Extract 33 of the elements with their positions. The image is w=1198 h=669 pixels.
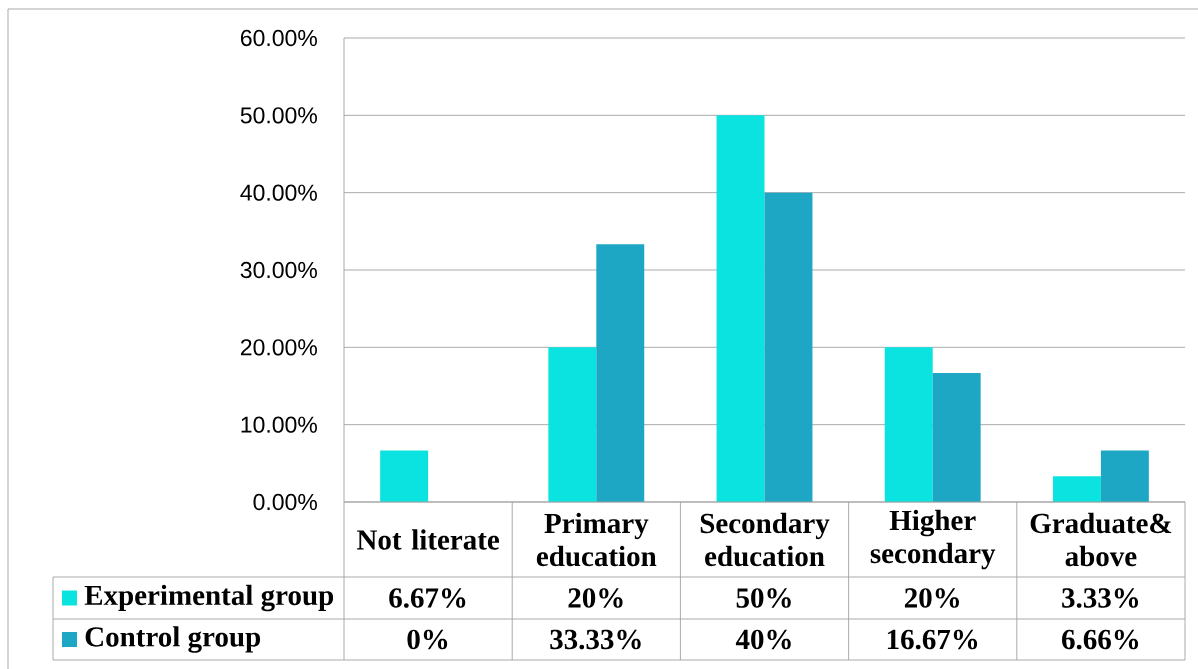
data-label: 6.67% <box>389 588 466 608</box>
x-tick-label: Primary education <box>536 512 657 567</box>
bar <box>884 347 933 502</box>
x-tick-label: Graduate& above <box>1030 512 1172 567</box>
data-label: 0% <box>407 629 448 650</box>
legend-label: Control group <box>85 626 261 653</box>
x-tick-label: Secondary education <box>700 512 830 567</box>
legend-label: Experimental group <box>84 584 334 612</box>
bar <box>932 373 981 502</box>
y-tick-label: 0.00% <box>253 493 317 511</box>
y-tick-label: 30.00% <box>240 261 317 279</box>
y-tick-label: 50.00% <box>240 107 317 124</box>
y-tick-label: 40.00% <box>240 184 317 201</box>
x-tick-label: Higher secondary <box>870 509 996 570</box>
data-label: 50% <box>736 588 791 608</box>
y-tick-label: 10.00% <box>241 416 317 433</box>
bar <box>1052 476 1101 502</box>
bar <box>764 192 813 502</box>
x-tick-label: Not literate <box>357 529 500 550</box>
bar <box>380 450 429 502</box>
data-label: 20% <box>904 588 959 608</box>
data-label: 3.33% <box>1062 588 1139 608</box>
bar <box>716 115 765 502</box>
data-label: 33.33% <box>550 629 641 650</box>
data-label: 40% <box>735 629 791 650</box>
data-label: 6.66% <box>1062 629 1139 650</box>
data-label: 16.67% <box>887 629 978 650</box>
data-label: 20% <box>568 588 623 608</box>
y-tick-label: 20.00% <box>240 339 317 356</box>
y-tick-label: 60.00% <box>240 29 317 47</box>
bar <box>548 347 597 502</box>
bar <box>596 244 645 502</box>
bar <box>1100 450 1149 502</box>
